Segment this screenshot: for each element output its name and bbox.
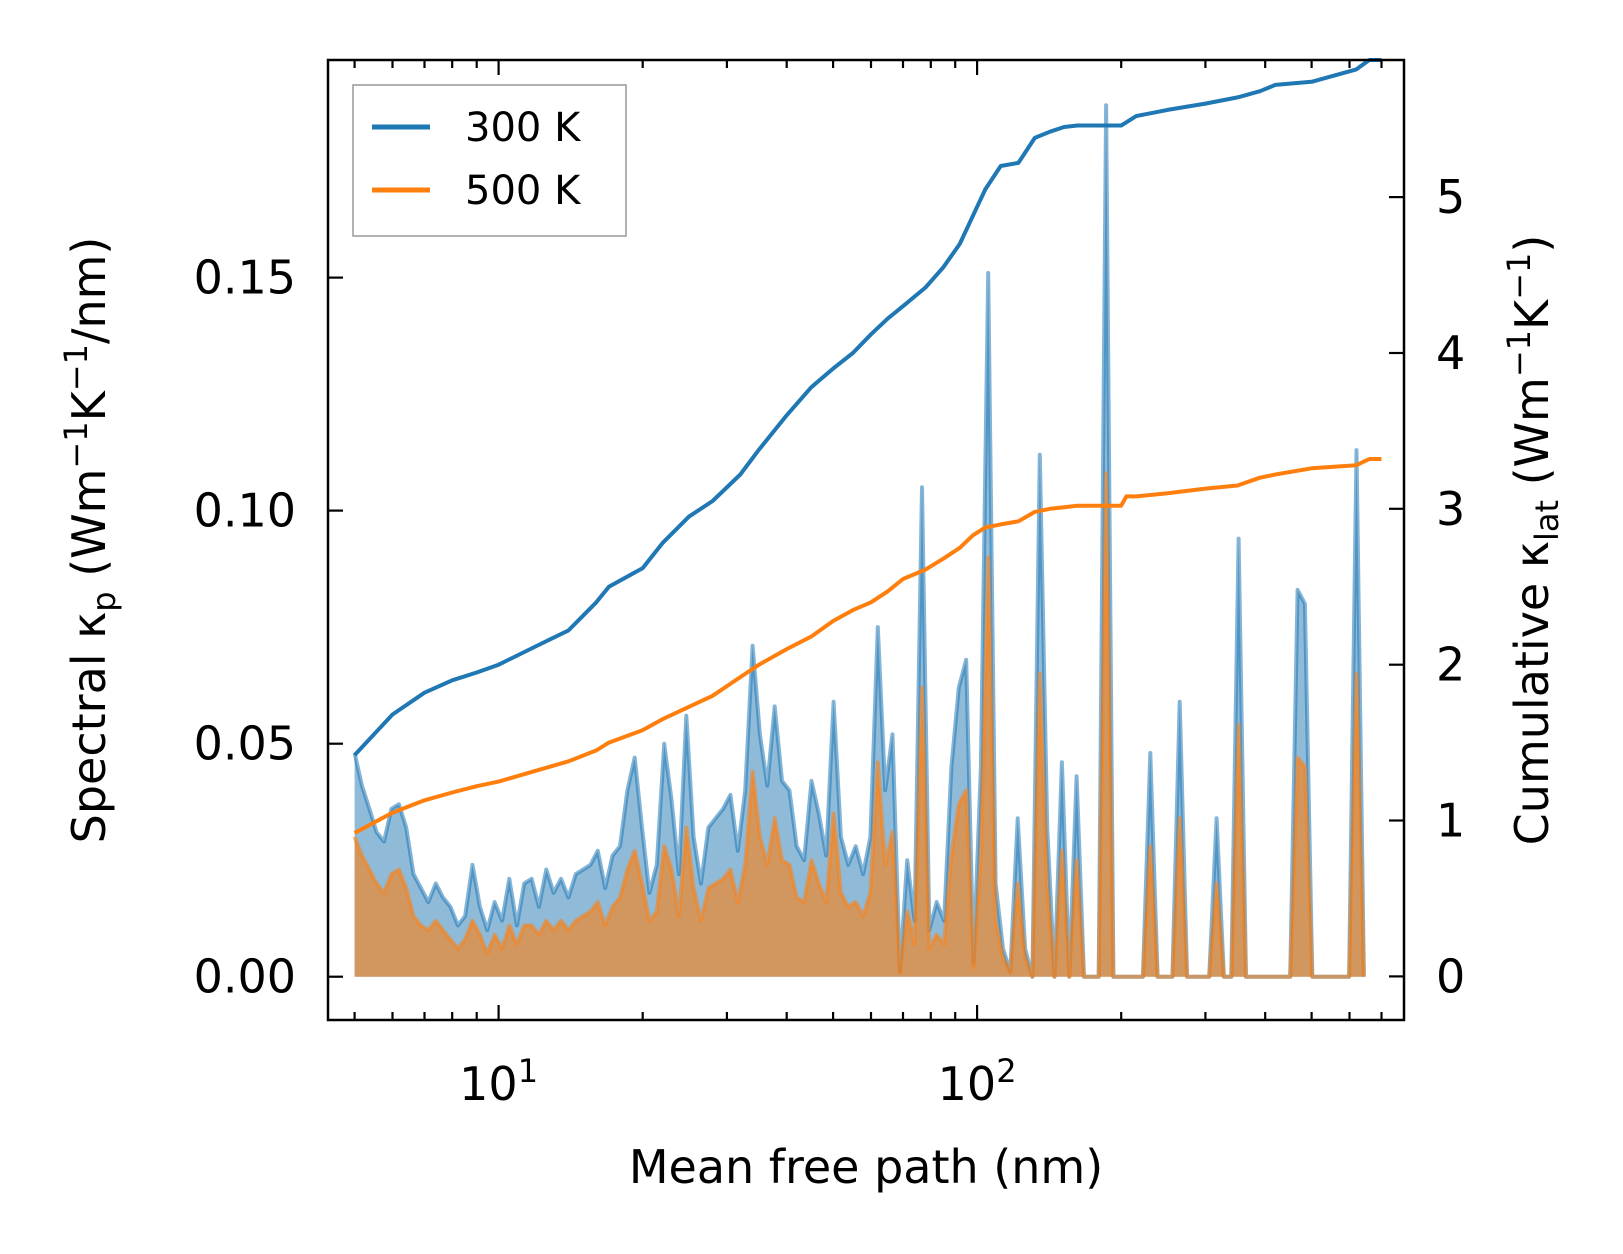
spectral-series-group (352, 103, 1366, 979)
right-y-tick-label: 0 (1436, 949, 1465, 1003)
x-tick-label: 102 (938, 1052, 1017, 1111)
svg-text:Spectral κp (Wm−1K−1/nm): Spectral κp (Wm−1K−1/nm) (57, 237, 123, 844)
tick-group: 101 102 0.00 0.05 0.10 0.15 0 1 2 3 4 5 (194, 60, 1465, 1111)
right-title-sub: lat (1528, 500, 1566, 541)
left-axis-title: Spectral κp (Wm−1K−1/nm) (57, 237, 123, 844)
right-title-sup1: −1 (1500, 330, 1538, 377)
x-axis-title: Mean free path (nm) (629, 1140, 1103, 1194)
cumulative-line-300k (353, 58, 1382, 757)
left-title-sub: p (85, 591, 123, 611)
left-y-tick-label: 0.05 (194, 717, 296, 771)
left-y-tick-label: 0.10 (194, 484, 296, 538)
legend: 300 K 500 K (352, 84, 627, 237)
plot-frame (326, 58, 1406, 1022)
right-y-tick-label: 4 (1436, 326, 1465, 380)
left-y-tick-label: 0.00 (194, 950, 296, 1004)
left-title-unit: (Wm (62, 469, 116, 577)
left-y-tick-label: 0.15 (194, 251, 296, 305)
x-tick-label: 101 (459, 1052, 538, 1111)
left-title-sup1: −1 (57, 421, 95, 468)
left-title-k: K (62, 389, 116, 421)
left-title-prefix: Spectral κ (62, 612, 116, 844)
right-y-tick-label: 3 (1436, 482, 1465, 536)
left-title-tail: /nm) (62, 237, 116, 344)
legend-label-500k: 500 K (465, 168, 582, 214)
cumulative-line-500k (353, 457, 1382, 835)
cumulative-series-group (353, 58, 1382, 835)
right-axis-title: Cumulative κlat (Wm−1K−1) (1500, 235, 1566, 846)
spectral-line-500k (352, 471, 1366, 979)
svg-text:Cumulative κlat (Wm−1K−1): Cumulative κlat (Wm−1K−1) (1500, 235, 1566, 846)
right-y-tick-label: 5 (1436, 170, 1465, 224)
right-title-prefix: Cumulative κ (1505, 541, 1559, 845)
right-y-tick-label: 1 (1436, 794, 1465, 848)
legend-box (352, 84, 627, 237)
right-y-tick-label: 2 (1436, 638, 1465, 692)
legend-label-300k: 300 K (465, 105, 582, 151)
right-title-k: K (1505, 298, 1559, 330)
left-title-sup2: −1 (57, 344, 95, 391)
right-title-unit: (Wm (1505, 377, 1559, 485)
right-title-tail: ) (1505, 235, 1559, 253)
right-title-sup2: −1 (1500, 253, 1538, 300)
